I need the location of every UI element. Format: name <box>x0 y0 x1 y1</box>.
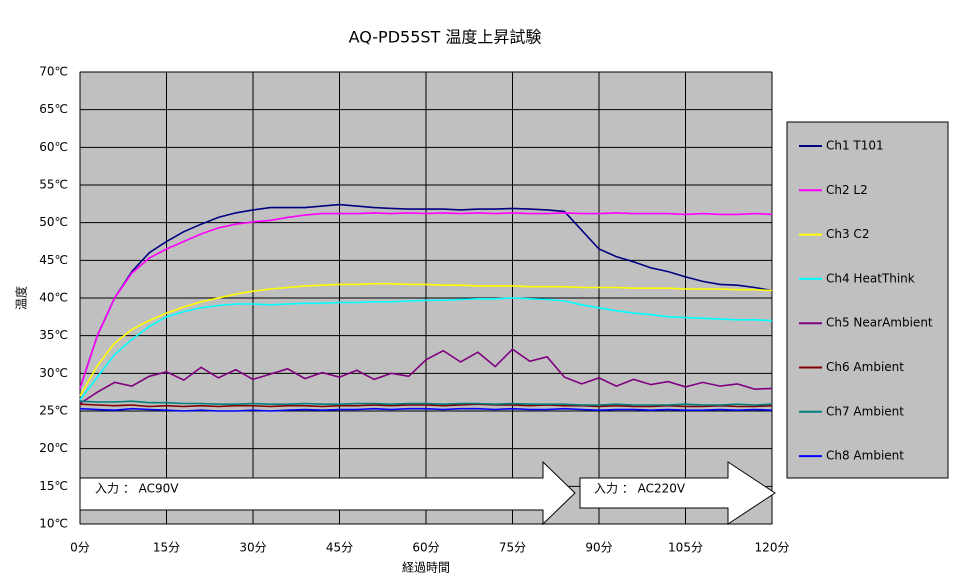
x-axis-label: 経過時間 <box>402 561 450 575</box>
annotation: 入力 ： AC220V <box>594 482 686 496</box>
x-tick-label: 0分 <box>70 541 90 555</box>
y-tick-label: 55℃ <box>39 178 68 192</box>
y-tick-label: 65℃ <box>39 102 68 116</box>
y-tick-label: 60℃ <box>39 140 68 154</box>
x-tick-label: 30分 <box>239 541 266 555</box>
y-tick-label: 50℃ <box>39 215 68 229</box>
legend-label: Ch4 HeatThink <box>826 271 915 285</box>
x-tick-label: 75分 <box>499 541 526 555</box>
x-tick-label: 90分 <box>585 541 612 555</box>
x-tick-label: 120分 <box>755 541 790 555</box>
legend <box>786 121 949 479</box>
y-axis-label: 温度 <box>14 286 29 310</box>
y-tick-label: 15℃ <box>39 479 68 493</box>
series-line <box>79 297 773 401</box>
legend-label: Ch3 C2 <box>826 227 869 241</box>
legend-label: Ch6 Ambient <box>826 360 904 374</box>
annotation: 入力 ： AC90V <box>95 482 179 496</box>
legend-label: Ch2 L2 <box>826 183 868 197</box>
x-tick-label: 60分 <box>412 541 439 555</box>
series-line <box>79 212 773 389</box>
y-tick-label: 35℃ <box>39 328 68 342</box>
arrow <box>79 460 576 526</box>
chart-title: AQ-PD55ST 温度上昇試験 <box>349 28 542 47</box>
legend-label: Ch8 Ambient <box>826 449 904 463</box>
y-tick-label: 10℃ <box>39 517 68 531</box>
arrow <box>579 461 776 525</box>
series-line <box>79 403 773 408</box>
y-tick-label: 45℃ <box>39 253 68 267</box>
x-tick-label: 45分 <box>326 541 353 555</box>
y-tick-label: 30℃ <box>39 366 68 380</box>
y-tick-label: 40℃ <box>39 291 68 305</box>
y-tick-label: 70℃ <box>39 65 68 79</box>
y-tick-label: 20℃ <box>39 441 68 455</box>
series-line <box>79 203 773 389</box>
series-line <box>79 400 773 406</box>
series-line <box>79 407 773 412</box>
legend-label: Ch5 NearAmbient <box>826 316 933 330</box>
legend-label: Ch1 T101 <box>826 139 884 153</box>
series-line <box>79 348 773 405</box>
x-tick-label: 15分 <box>153 541 180 555</box>
x-tick-label: 105分 <box>668 541 703 555</box>
series-line <box>79 282 773 397</box>
legend-label: Ch7 Ambient <box>826 404 904 418</box>
y-tick-label: 25℃ <box>39 404 68 418</box>
